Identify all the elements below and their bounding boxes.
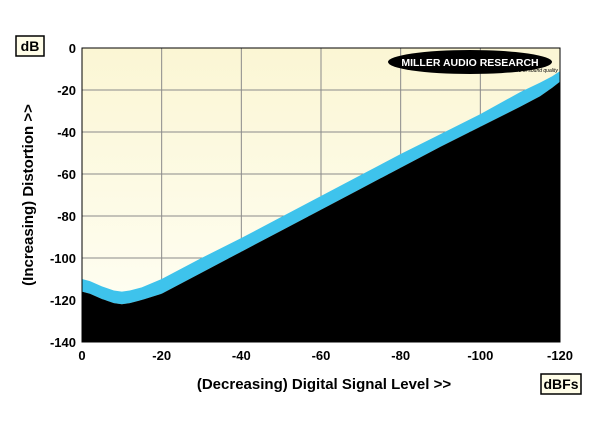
x-tick-label: -20 <box>152 348 171 363</box>
plot-border <box>81 47 561 343</box>
x-tick-label: 0 <box>78 348 85 363</box>
y-axis-title: (Increasing) Distortion >> <box>20 104 37 286</box>
x-tick-label: -120 <box>547 348 573 363</box>
series-layer <box>82 71 560 342</box>
y-tick-label: 0 <box>69 41 76 56</box>
y-unit-text: dB <box>21 38 40 54</box>
y-tick-label: -20 <box>57 83 76 98</box>
y-tick-label: -100 <box>50 251 76 266</box>
y-tick-label: -60 <box>57 167 76 182</box>
x-tick-label: -40 <box>232 348 251 363</box>
y-tick-label: -80 <box>57 209 76 224</box>
y-tick-label: -140 <box>50 335 76 350</box>
logo: MILLER AUDIO RESEARCH Getting the measur… <box>388 50 558 74</box>
x-unit-label: dBFs <box>540 373 582 395</box>
y-tick-labels: 0 -20 -40 -60 -80 -100 -120 -140 <box>50 41 76 350</box>
x-unit-box <box>540 373 582 395</box>
noise-floor-fill <box>82 81 560 342</box>
y-unit-box <box>15 35 45 57</box>
logo-tagline: Getting the measure of sound quality <box>476 68 558 74</box>
logo-name: MILLER AUDIO RESEARCH <box>401 57 538 69</box>
y-tick-label: -40 <box>57 125 76 140</box>
logo-oval <box>388 50 552 74</box>
y-tick-label: -120 <box>50 293 76 308</box>
x-tick-label: -80 <box>391 348 410 363</box>
y-unit-label: dB <box>15 35 45 57</box>
x-tick-labels: 0 -20 -40 -60 -80 -100 -120 <box>78 348 573 363</box>
x-axis-title: (Decreasing) Digital Signal Level >> <box>197 376 451 393</box>
x-tick-label: -60 <box>312 348 331 363</box>
x-tick-label: -100 <box>467 348 493 363</box>
x-unit-text: dBFs <box>544 376 579 392</box>
